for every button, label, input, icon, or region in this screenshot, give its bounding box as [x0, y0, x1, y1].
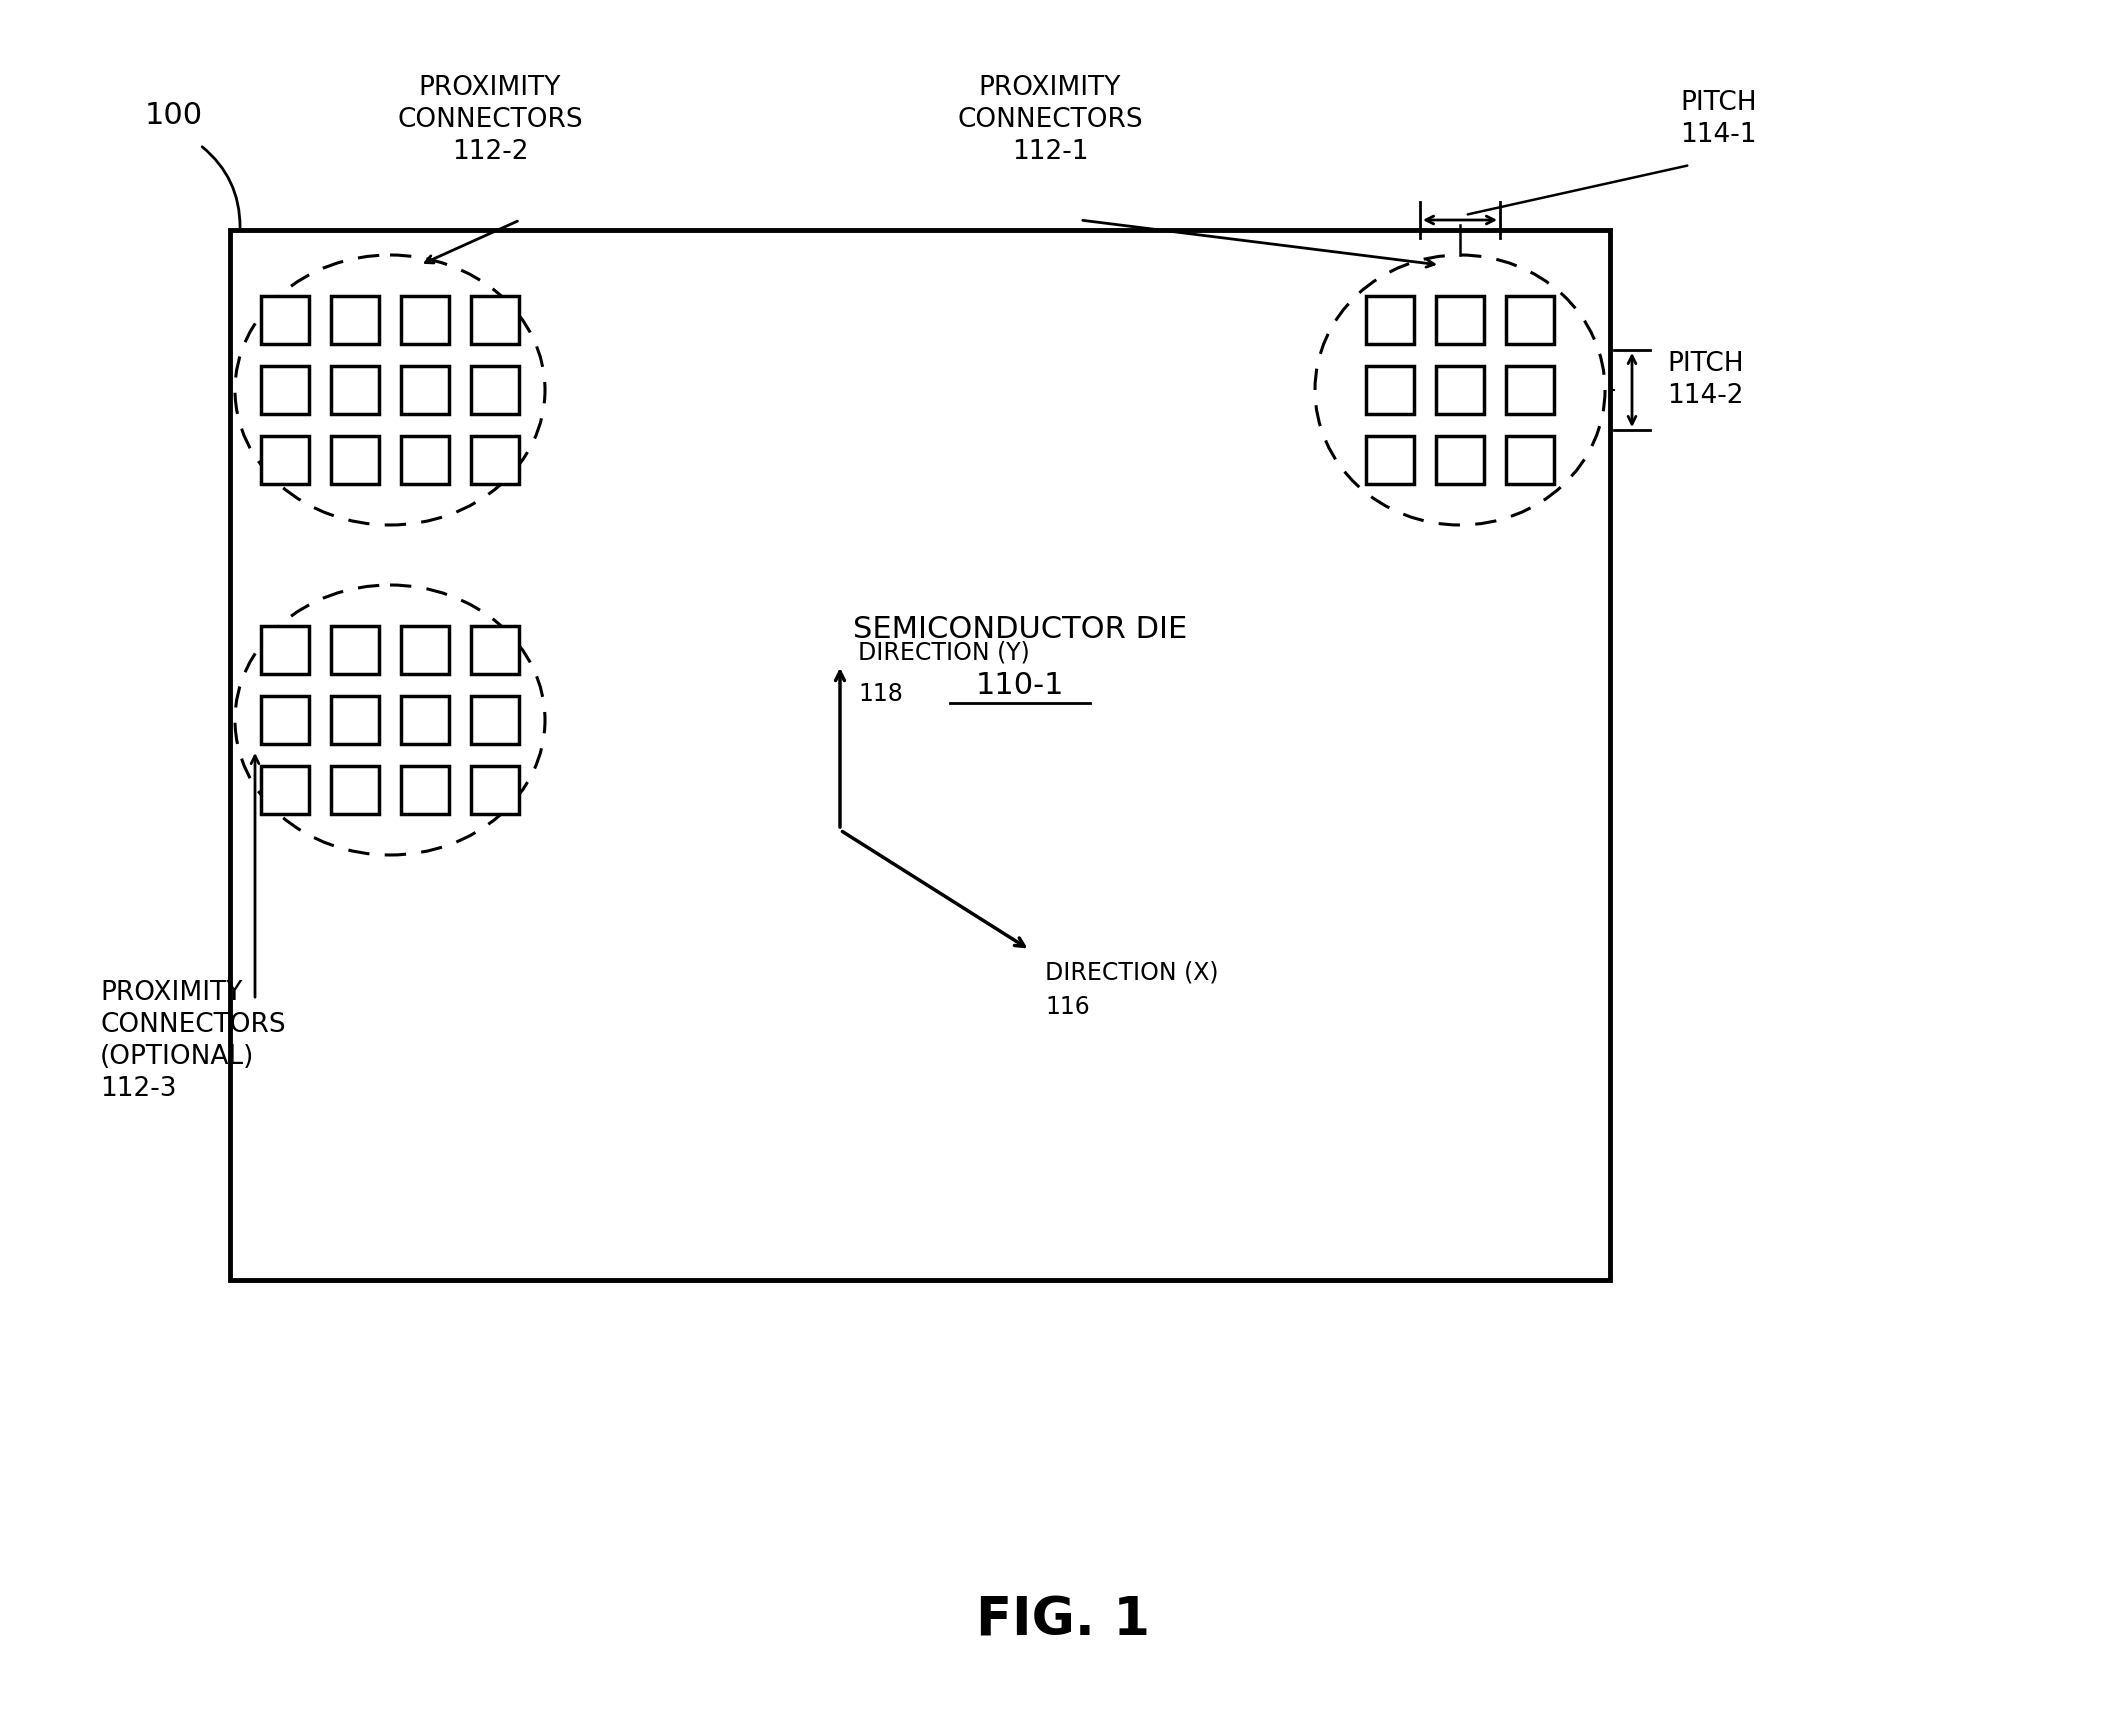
Bar — [332, 765, 379, 814]
Bar — [402, 435, 449, 484]
Bar — [1506, 435, 1555, 484]
Bar — [402, 366, 449, 415]
Text: PROXIMITY
CONNECTORS
(OPTIONAL)
112-3: PROXIMITY CONNECTORS (OPTIONAL) 112-3 — [100, 980, 285, 1102]
Bar — [1506, 297, 1555, 344]
Bar — [332, 696, 379, 744]
Text: PROXIMITY
CONNECTORS
112-2: PROXIMITY CONNECTORS 112-2 — [398, 75, 583, 165]
Bar — [470, 765, 519, 814]
Bar — [1366, 435, 1414, 484]
Bar — [470, 297, 519, 344]
Bar — [1366, 366, 1414, 415]
Bar — [470, 435, 519, 484]
Text: DIRECTION (X): DIRECTION (X) — [1044, 959, 1219, 984]
Text: 118: 118 — [857, 682, 902, 706]
Text: DIRECTION (Y): DIRECTION (Y) — [857, 640, 1029, 665]
Bar — [332, 297, 379, 344]
Text: FIG. 1: FIG. 1 — [976, 1594, 1151, 1647]
Text: 100: 100 — [145, 101, 202, 130]
Bar — [332, 626, 379, 673]
Bar — [1436, 297, 1485, 344]
Bar — [262, 696, 308, 744]
Text: PITCH
114-1: PITCH 114-1 — [1680, 90, 1757, 147]
Bar — [262, 366, 308, 415]
Bar — [262, 435, 308, 484]
Bar — [470, 696, 519, 744]
Bar — [402, 765, 449, 814]
Bar — [262, 626, 308, 673]
Bar — [262, 297, 308, 344]
Bar — [332, 435, 379, 484]
Bar — [1366, 297, 1414, 344]
Bar — [470, 626, 519, 673]
Bar — [470, 366, 519, 415]
Text: PROXIMITY
CONNECTORS
112-1: PROXIMITY CONNECTORS 112-1 — [957, 75, 1142, 165]
Bar — [1436, 366, 1485, 415]
Text: PITCH
114-2: PITCH 114-2 — [1668, 350, 1744, 409]
Bar — [332, 366, 379, 415]
Bar — [1506, 366, 1555, 415]
Text: SEMICONDUCTOR DIE: SEMICONDUCTOR DIE — [853, 614, 1187, 644]
Bar — [402, 696, 449, 744]
Bar — [402, 626, 449, 673]
Bar — [230, 231, 1610, 1280]
Text: 116: 116 — [1044, 994, 1089, 1018]
Bar — [1436, 435, 1485, 484]
Bar — [262, 765, 308, 814]
Bar — [402, 297, 449, 344]
Text: 110-1: 110-1 — [976, 671, 1064, 699]
